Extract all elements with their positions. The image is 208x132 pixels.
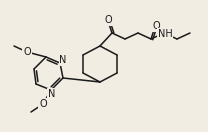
Text: N: N — [48, 89, 55, 99]
Text: O: O — [104, 15, 112, 25]
Text: O: O — [152, 21, 160, 31]
Text: N: N — [59, 55, 67, 65]
Text: O: O — [23, 47, 31, 57]
Text: O: O — [39, 99, 47, 109]
Text: NH: NH — [158, 29, 172, 39]
